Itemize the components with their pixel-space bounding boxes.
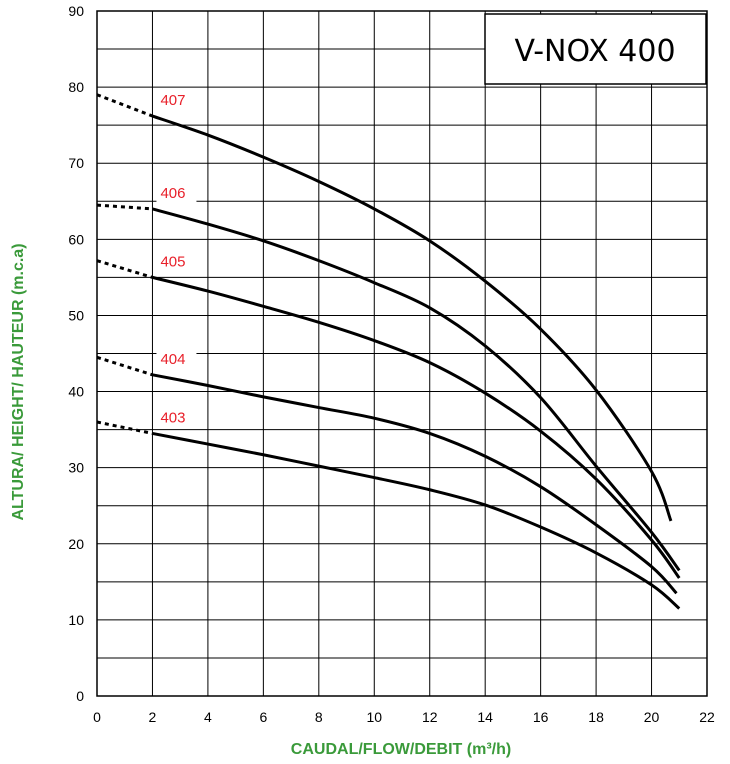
x-tick-label: 16: [533, 709, 549, 725]
plot-frame: [96, 10, 708, 697]
series-line: [152, 373, 678, 595]
series-label: 406: [160, 185, 185, 202]
series-dashed-line: [96, 420, 153, 435]
y-tick-label: 40: [68, 384, 84, 400]
series-lines: [96, 93, 681, 610]
series-label-background: [156, 251, 197, 272]
x-axis-title: CAUDAL/FLOW/DEBIT (m³/h): [291, 741, 511, 758]
series-label-background: [156, 348, 197, 369]
y-tick-label: 50: [68, 307, 84, 323]
y-tick-label: 90: [68, 3, 84, 19]
y-tick-label: 10: [68, 612, 84, 628]
y-axis-title: ALTURA/ HEIGHT/ HAUTEUR (m.c.a): [10, 243, 27, 520]
series-line: [152, 207, 681, 572]
y-tick-label: 70: [68, 155, 84, 171]
grid: [96, 10, 708, 697]
x-tick-label: 2: [149, 709, 157, 725]
series-line: [152, 431, 681, 610]
y-tick-label: 60: [68, 231, 84, 247]
series-dashed-line: [96, 203, 153, 211]
series-dashed-line: [96, 93, 153, 118]
series-dashed-line: [96, 259, 153, 279]
series-line: [152, 275, 681, 579]
x-tick-label: 4: [204, 709, 212, 725]
x-tick-label: 0: [93, 709, 101, 725]
model-title: V-NOX 400: [514, 34, 675, 69]
series-line: [151, 114, 673, 522]
series-label-background: [156, 182, 197, 203]
x-tick-label: 14: [477, 709, 493, 725]
series-label-background: [156, 90, 197, 111]
y-tick-label: 80: [68, 79, 84, 95]
model-title-box: [484, 13, 707, 85]
x-tick-label: 18: [588, 709, 604, 725]
series-label: 404: [160, 351, 185, 368]
x-tick-label: 20: [644, 709, 660, 725]
y-tick-label: 20: [68, 536, 84, 552]
series-label-background: [156, 407, 197, 428]
x-tick-label: 22: [699, 709, 715, 725]
x-tick-label: 10: [366, 709, 382, 725]
series-labels: 407 406 405 404 403: [156, 90, 197, 428]
series-dashed-line: [96, 355, 153, 377]
series-label: 403: [160, 409, 185, 426]
series-label: 405: [160, 253, 185, 270]
y-tick-label: 30: [68, 460, 84, 476]
y-tick-label: 0: [76, 688, 84, 704]
x-tick-label: 8: [315, 709, 323, 725]
x-tick-label: 12: [422, 709, 438, 725]
series-label: 407: [160, 92, 185, 109]
tick-labels: 0 2 4 6 8 10 12 14 16 18 20 22 0 10 20 30 40 50 60 70 80 90: [68, 3, 715, 725]
x-tick-label: 6: [259, 709, 267, 725]
